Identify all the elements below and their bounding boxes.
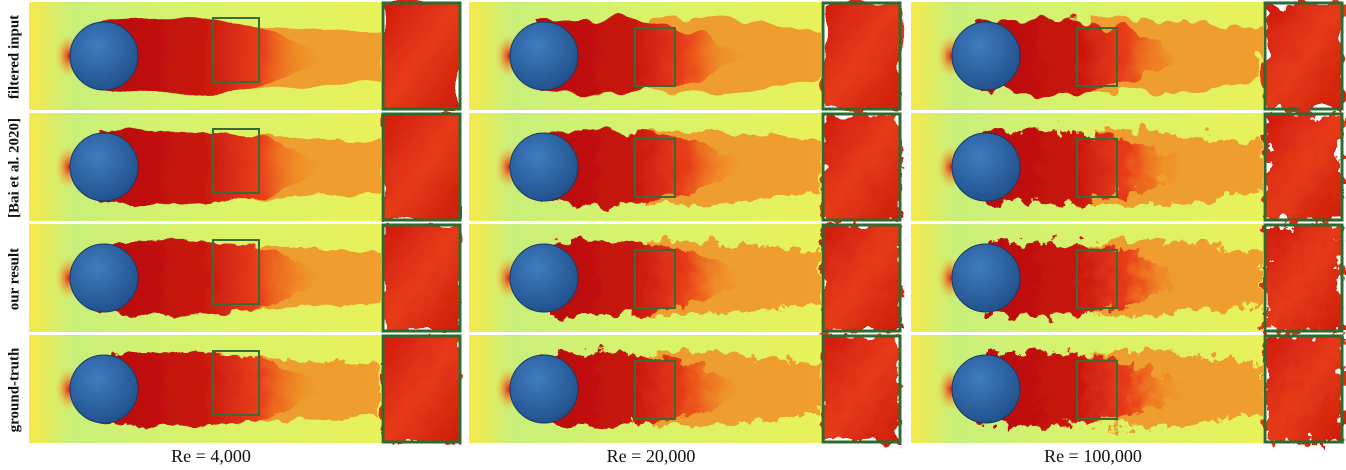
inset: [1265, 336, 1342, 442]
inset: [1265, 3, 1342, 109]
inset: [823, 114, 900, 220]
flow-panel: [29, 335, 460, 443]
inset: [383, 114, 460, 220]
flow-field: [469, 335, 821, 443]
figure: Re = 4,000 Re = 20,000 Re = 100,000 filtere…: [0, 0, 1346, 470]
inset: [823, 225, 900, 331]
flow-field: [469, 224, 821, 332]
flow-field: [29, 113, 381, 221]
row-label: [Bai et al. 2020]: [6, 118, 22, 218]
flow-panel: [469, 113, 900, 221]
cylinder: [510, 22, 578, 90]
cylinder: [510, 133, 578, 201]
inset: [1265, 225, 1342, 331]
cylinder: [70, 133, 138, 201]
cylinder: [952, 244, 1020, 312]
cylinder: [510, 355, 578, 423]
flow-panel: [911, 335, 1342, 443]
column-label: Re = 4,000: [171, 446, 251, 466]
column-label: Re = 20,000: [607, 446, 696, 466]
cylinder: [952, 355, 1020, 423]
flow-panel: [911, 224, 1342, 332]
cylinder: [70, 355, 138, 423]
cylinder: [952, 22, 1020, 90]
flow-field: [469, 113, 821, 221]
flow-panel: [911, 2, 1342, 110]
flow-panel: [29, 224, 460, 332]
cylinder: [510, 244, 578, 312]
flow-panel: [469, 335, 900, 443]
flow-panel: [911, 113, 1342, 221]
flow-panel: [469, 2, 900, 110]
flow-field: [29, 335, 381, 443]
inset: [383, 225, 460, 331]
flow-field: [469, 2, 821, 110]
row-label: ground-truth: [6, 347, 22, 432]
flow-field: [29, 224, 381, 332]
inset: [823, 3, 900, 109]
flow-field: [29, 2, 381, 110]
flow-panel: [469, 224, 900, 332]
cylinder: [952, 133, 1020, 201]
inset: [383, 3, 460, 109]
row-label: filtered input: [6, 15, 22, 99]
inset: [823, 336, 900, 442]
inset: [383, 336, 460, 442]
cylinder: [70, 244, 138, 312]
flow-field: [911, 113, 1263, 221]
flow-field: [911, 2, 1263, 110]
row-label: our result: [6, 248, 22, 310]
flow-panel: [29, 113, 460, 221]
column-label: Re = 100,000: [1044, 446, 1142, 466]
inset: [1265, 114, 1342, 220]
cylinder: [70, 22, 138, 90]
flow-field: [911, 335, 1263, 443]
flow-panel: [29, 2, 460, 110]
flow-field: [911, 224, 1263, 332]
